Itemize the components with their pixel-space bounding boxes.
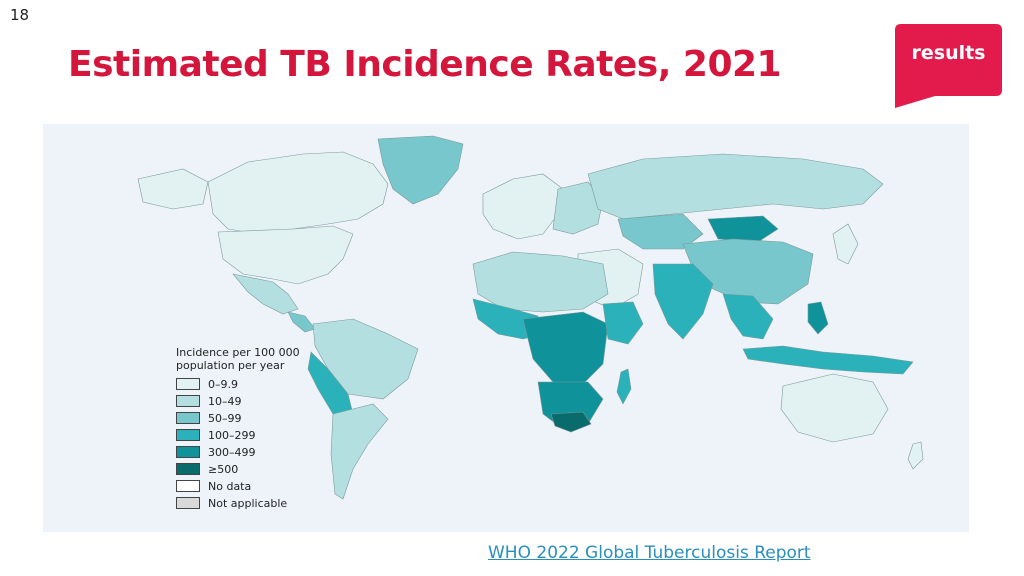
legend-item: ≥500: [176, 461, 326, 477]
legend-item: No data: [176, 478, 326, 494]
region-south-america-north: [312, 318, 419, 400]
legend-swatch: [176, 395, 200, 407]
region-indonesia: [742, 345, 914, 375]
region-central-africa: [522, 311, 609, 385]
region-north-africa: [472, 251, 609, 313]
logo-speech-bubble-icon: [895, 24, 1002, 108]
legend-item: 10–49: [176, 393, 326, 409]
legend-swatch: [176, 378, 200, 390]
map-legend: Incidence per 100 000 population per yea…: [176, 346, 326, 511]
legend-swatch: [176, 480, 200, 492]
page-title: Estimated TB Incidence Rates, 2021: [68, 44, 782, 85]
region-east-africa: [602, 301, 644, 345]
region-new-zealand: [907, 441, 924, 470]
slide-number: 18: [10, 6, 30, 24]
legend-swatch: [176, 497, 200, 509]
region-mexico: [232, 273, 299, 315]
region-central-asia: [617, 213, 704, 250]
legend-label: 10–49: [208, 394, 242, 408]
region-south-america-south: [330, 403, 389, 500]
legend-item: 50–99: [176, 410, 326, 426]
region-south-africa: [550, 411, 592, 433]
region-australia: [780, 373, 889, 443]
world-map-svg: [137, 135, 924, 500]
region-southeast-asia: [722, 293, 774, 340]
region-alaska: [137, 168, 209, 210]
region-western-europe: [482, 173, 564, 240]
legend-item: Not applicable: [176, 495, 326, 511]
legend-label: ≥500: [208, 462, 239, 476]
legend-item: 100–299: [176, 427, 326, 443]
region-greenland: [377, 135, 464, 205]
legend-label: 0–9.9: [208, 377, 238, 391]
world-map: Incidence per 100 000 population per yea…: [43, 124, 969, 532]
region-eastern-europe: [552, 181, 604, 235]
region-canada: [207, 151, 389, 235]
region-india: [652, 263, 714, 340]
legend-title: Incidence per 100 000 population per yea…: [176, 346, 326, 372]
legend-label: 100–299: [208, 428, 256, 442]
legend-item: 300–499: [176, 444, 326, 460]
legend-label: 300–499: [208, 445, 256, 459]
legend-item: 0–9.9: [176, 376, 326, 392]
legend-title-line1: Incidence per 100 000: [176, 346, 300, 359]
legend-label: Not applicable: [208, 496, 288, 510]
legend-swatch: [176, 412, 200, 424]
region-usa: [217, 225, 354, 285]
region-madagascar: [616, 368, 632, 405]
legend-label: 50–99: [208, 411, 242, 425]
legend-title-line2: population per year: [176, 359, 285, 372]
region-japan-korea: [832, 223, 859, 265]
region-russia: [587, 153, 884, 220]
legend-swatch: [176, 429, 200, 441]
legend-swatch: [176, 463, 200, 475]
logo-text: results: [911, 42, 986, 64]
source-link[interactable]: WHO 2022 Global Tuberculosis Report: [488, 543, 811, 563]
results-logo: results: [895, 24, 1002, 108]
legend-label: No data: [208, 479, 252, 493]
legend-swatch: [176, 446, 200, 458]
region-philippines: [807, 301, 829, 335]
region-mongolia: [707, 215, 779, 243]
region-central-america: [287, 311, 316, 333]
